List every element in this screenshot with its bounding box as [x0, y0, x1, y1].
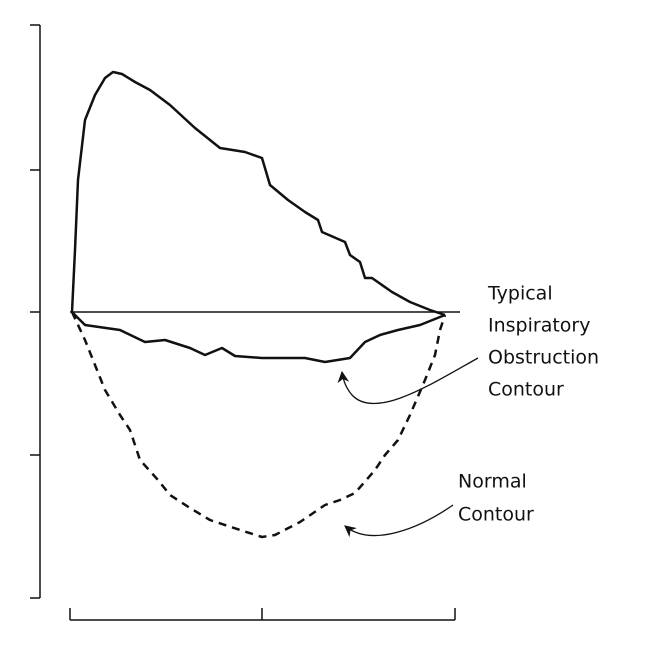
y-axis — [30, 24, 41, 599]
axes — [30, 24, 460, 621]
obstruction-curve — [71, 311, 446, 364]
annotation-line: Contour — [458, 504, 534, 526]
x-axis — [69, 608, 456, 621]
annotation-line: Inspiratory — [488, 315, 590, 337]
obstruction-arrow — [337, 357, 479, 405]
annotation-line: Obstruction — [488, 347, 599, 369]
annotation-line: Normal — [458, 471, 527, 493]
annotation-line: Typical — [487, 283, 553, 305]
normal-curve — [70, 311, 447, 539]
annotation-line: Contour — [488, 379, 564, 401]
normal-arrow — [344, 504, 454, 538]
expiratory-curve — [70, 70, 446, 317]
